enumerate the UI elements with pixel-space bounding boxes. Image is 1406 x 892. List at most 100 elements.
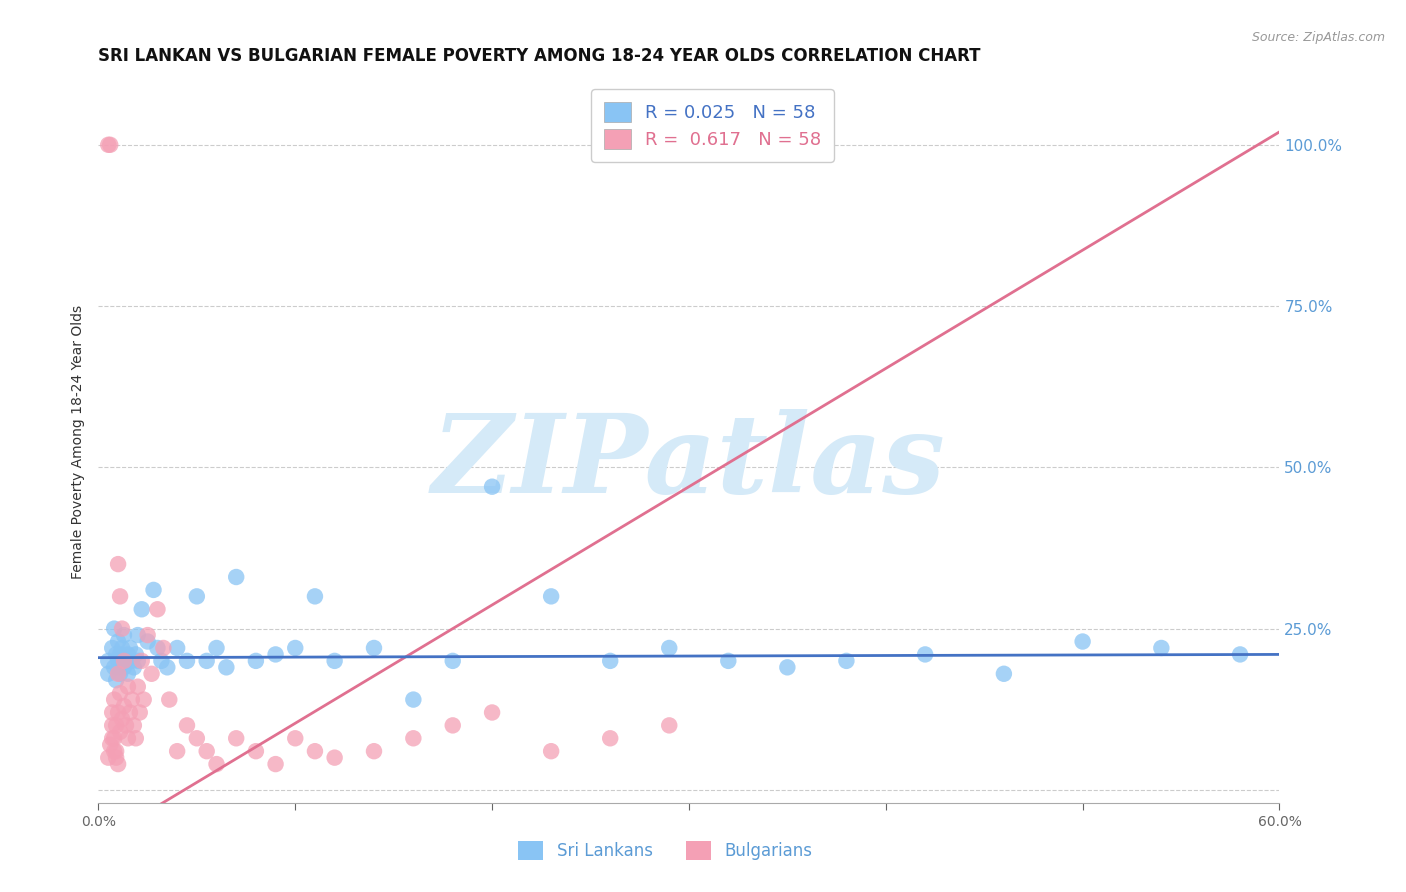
Point [304, 744, 326, 758]
Point [97, 654, 120, 668]
Point [117, 731, 139, 746]
Point [776, 660, 799, 674]
Point [150, 654, 173, 668]
Point [481, 706, 503, 720]
Point [264, 757, 287, 772]
Point [205, 640, 228, 655]
Point [146, 602, 169, 616]
Point [107, 660, 129, 674]
Point [111, 712, 134, 726]
Point [195, 654, 218, 668]
Point [323, 654, 346, 668]
Point [111, 622, 134, 636]
Point [176, 718, 198, 732]
Point [101, 640, 124, 655]
Point [481, 480, 503, 494]
Point [127, 628, 149, 642]
Point [97, 666, 120, 681]
Point [97, 137, 120, 152]
Point [402, 692, 425, 706]
Point [914, 648, 936, 662]
Point [205, 757, 228, 772]
Point [105, 673, 128, 688]
Point [284, 640, 307, 655]
Point [108, 686, 131, 700]
Point [105, 744, 128, 758]
Point [103, 744, 125, 758]
Point [112, 660, 135, 674]
Point [108, 590, 131, 604]
Point [156, 660, 179, 674]
Point [111, 654, 134, 668]
Point [284, 731, 307, 746]
Point [107, 654, 129, 668]
Point [152, 640, 174, 655]
Point [98, 137, 121, 152]
Text: ZIPatlas: ZIPatlas [432, 409, 946, 517]
Point [107, 634, 129, 648]
Point [101, 731, 124, 746]
Point [658, 718, 681, 732]
Point [599, 731, 621, 746]
Y-axis label: Female Poverty Among 18-24 Year Olds: Female Poverty Among 18-24 Year Olds [72, 304, 86, 579]
Point [363, 640, 385, 655]
Point [136, 634, 159, 648]
Point [264, 648, 287, 662]
Point [112, 699, 135, 714]
Point [176, 654, 198, 668]
Point [186, 731, 208, 746]
Point [105, 648, 128, 662]
Point [107, 757, 129, 772]
Text: Source: ZipAtlas.com: Source: ZipAtlas.com [1251, 31, 1385, 45]
Point [146, 640, 169, 655]
Point [115, 654, 138, 668]
Point [131, 602, 153, 616]
Legend: Sri Lankans, Bulgarians: Sri Lankans, Bulgarians [512, 835, 818, 867]
Point [118, 706, 141, 720]
Point [117, 680, 139, 694]
Point [225, 731, 247, 746]
Point [142, 582, 165, 597]
Point [101, 718, 124, 732]
Point [105, 718, 128, 732]
Point [363, 744, 385, 758]
Point [1150, 640, 1173, 655]
Point [402, 731, 425, 746]
Point [98, 738, 121, 752]
Point [127, 654, 149, 668]
Point [108, 648, 131, 662]
Point [1071, 634, 1094, 648]
Point [97, 750, 120, 764]
Point [1229, 648, 1251, 662]
Point [112, 654, 135, 668]
Point [121, 654, 143, 668]
Point [304, 590, 326, 604]
Point [122, 718, 145, 732]
Point [103, 622, 125, 636]
Point [136, 628, 159, 642]
Point [108, 666, 131, 681]
Point [835, 654, 858, 668]
Point [132, 692, 155, 706]
Point [127, 680, 149, 694]
Point [225, 570, 247, 584]
Point [717, 654, 740, 668]
Point [166, 744, 188, 758]
Point [121, 692, 143, 706]
Point [215, 660, 238, 674]
Point [323, 750, 346, 764]
Point [441, 654, 464, 668]
Point [131, 654, 153, 668]
Point [125, 648, 148, 662]
Point [103, 692, 125, 706]
Point [441, 718, 464, 732]
Point [540, 744, 562, 758]
Point [599, 654, 621, 668]
Point [658, 640, 681, 655]
Point [107, 557, 129, 571]
Point [107, 666, 129, 681]
Point [166, 640, 188, 655]
Point [245, 654, 267, 668]
Point [186, 590, 208, 604]
Point [108, 724, 131, 739]
